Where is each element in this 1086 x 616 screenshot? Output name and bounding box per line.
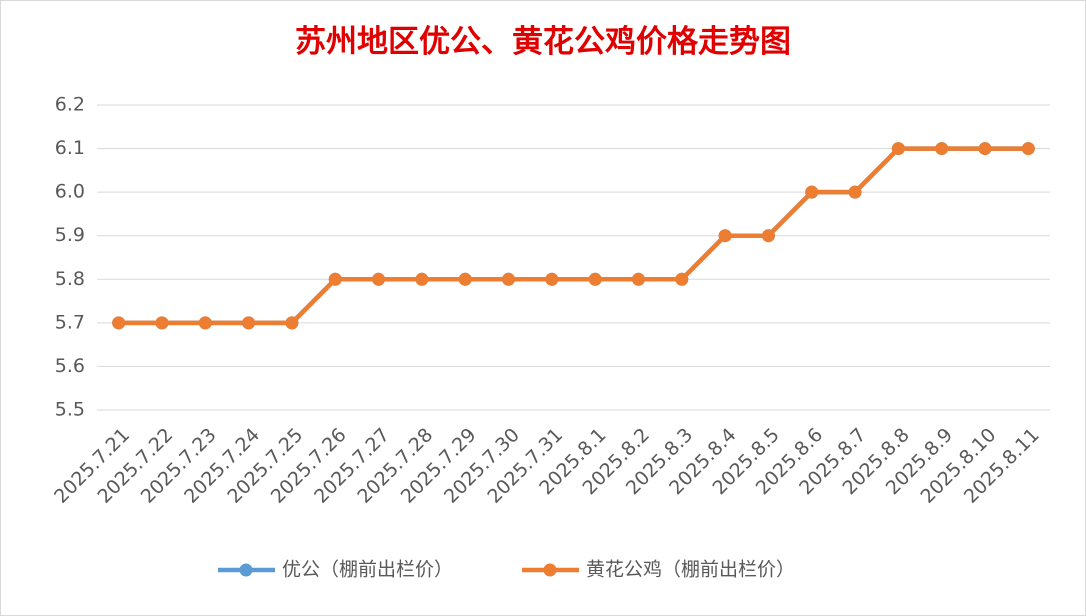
series-marker <box>112 316 126 330</box>
series-marker <box>502 272 516 286</box>
series-marker <box>978 142 992 156</box>
y-tick-label: 5.8 <box>55 268 85 290</box>
series-marker <box>328 272 342 286</box>
legend-label: 黄花公鸡（棚前出栏价） <box>586 559 795 581</box>
series-marker <box>198 316 212 330</box>
series-marker <box>805 185 819 199</box>
y-tick-label: 5.7 <box>55 311 85 333</box>
y-tick-label: 5.5 <box>55 399 85 421</box>
series-marker <box>285 316 299 330</box>
series-line <box>118 146 1029 326</box>
series-marker <box>458 272 472 286</box>
series-marker <box>848 185 862 199</box>
series-marker <box>631 272 645 286</box>
series-marker <box>242 316 256 330</box>
series-marker <box>588 272 602 286</box>
series-marker <box>718 229 732 243</box>
legend-marker <box>543 563 557 577</box>
legend-label: 优公（棚前出栏价） <box>282 559 453 581</box>
y-tick-label: 5.6 <box>55 355 85 377</box>
chart-title: 苏州地区优公、黄花公鸡价格走势图 <box>295 24 791 59</box>
series-marker <box>675 272 689 286</box>
series-marker <box>891 142 905 156</box>
series-marker <box>415 272 429 286</box>
y-tick-label: 5.9 <box>55 224 85 246</box>
y-tick-label: 6.1 <box>55 137 85 159</box>
series-marker <box>545 272 559 286</box>
series-marker <box>155 316 169 330</box>
series-marker <box>372 272 386 286</box>
y-tick-label: 6.2 <box>55 94 85 116</box>
series-marker <box>761 229 775 243</box>
series-marker <box>1021 142 1035 156</box>
y-tick-label: 6.0 <box>55 181 85 203</box>
legend-marker <box>239 563 253 577</box>
series-marker <box>935 142 949 156</box>
